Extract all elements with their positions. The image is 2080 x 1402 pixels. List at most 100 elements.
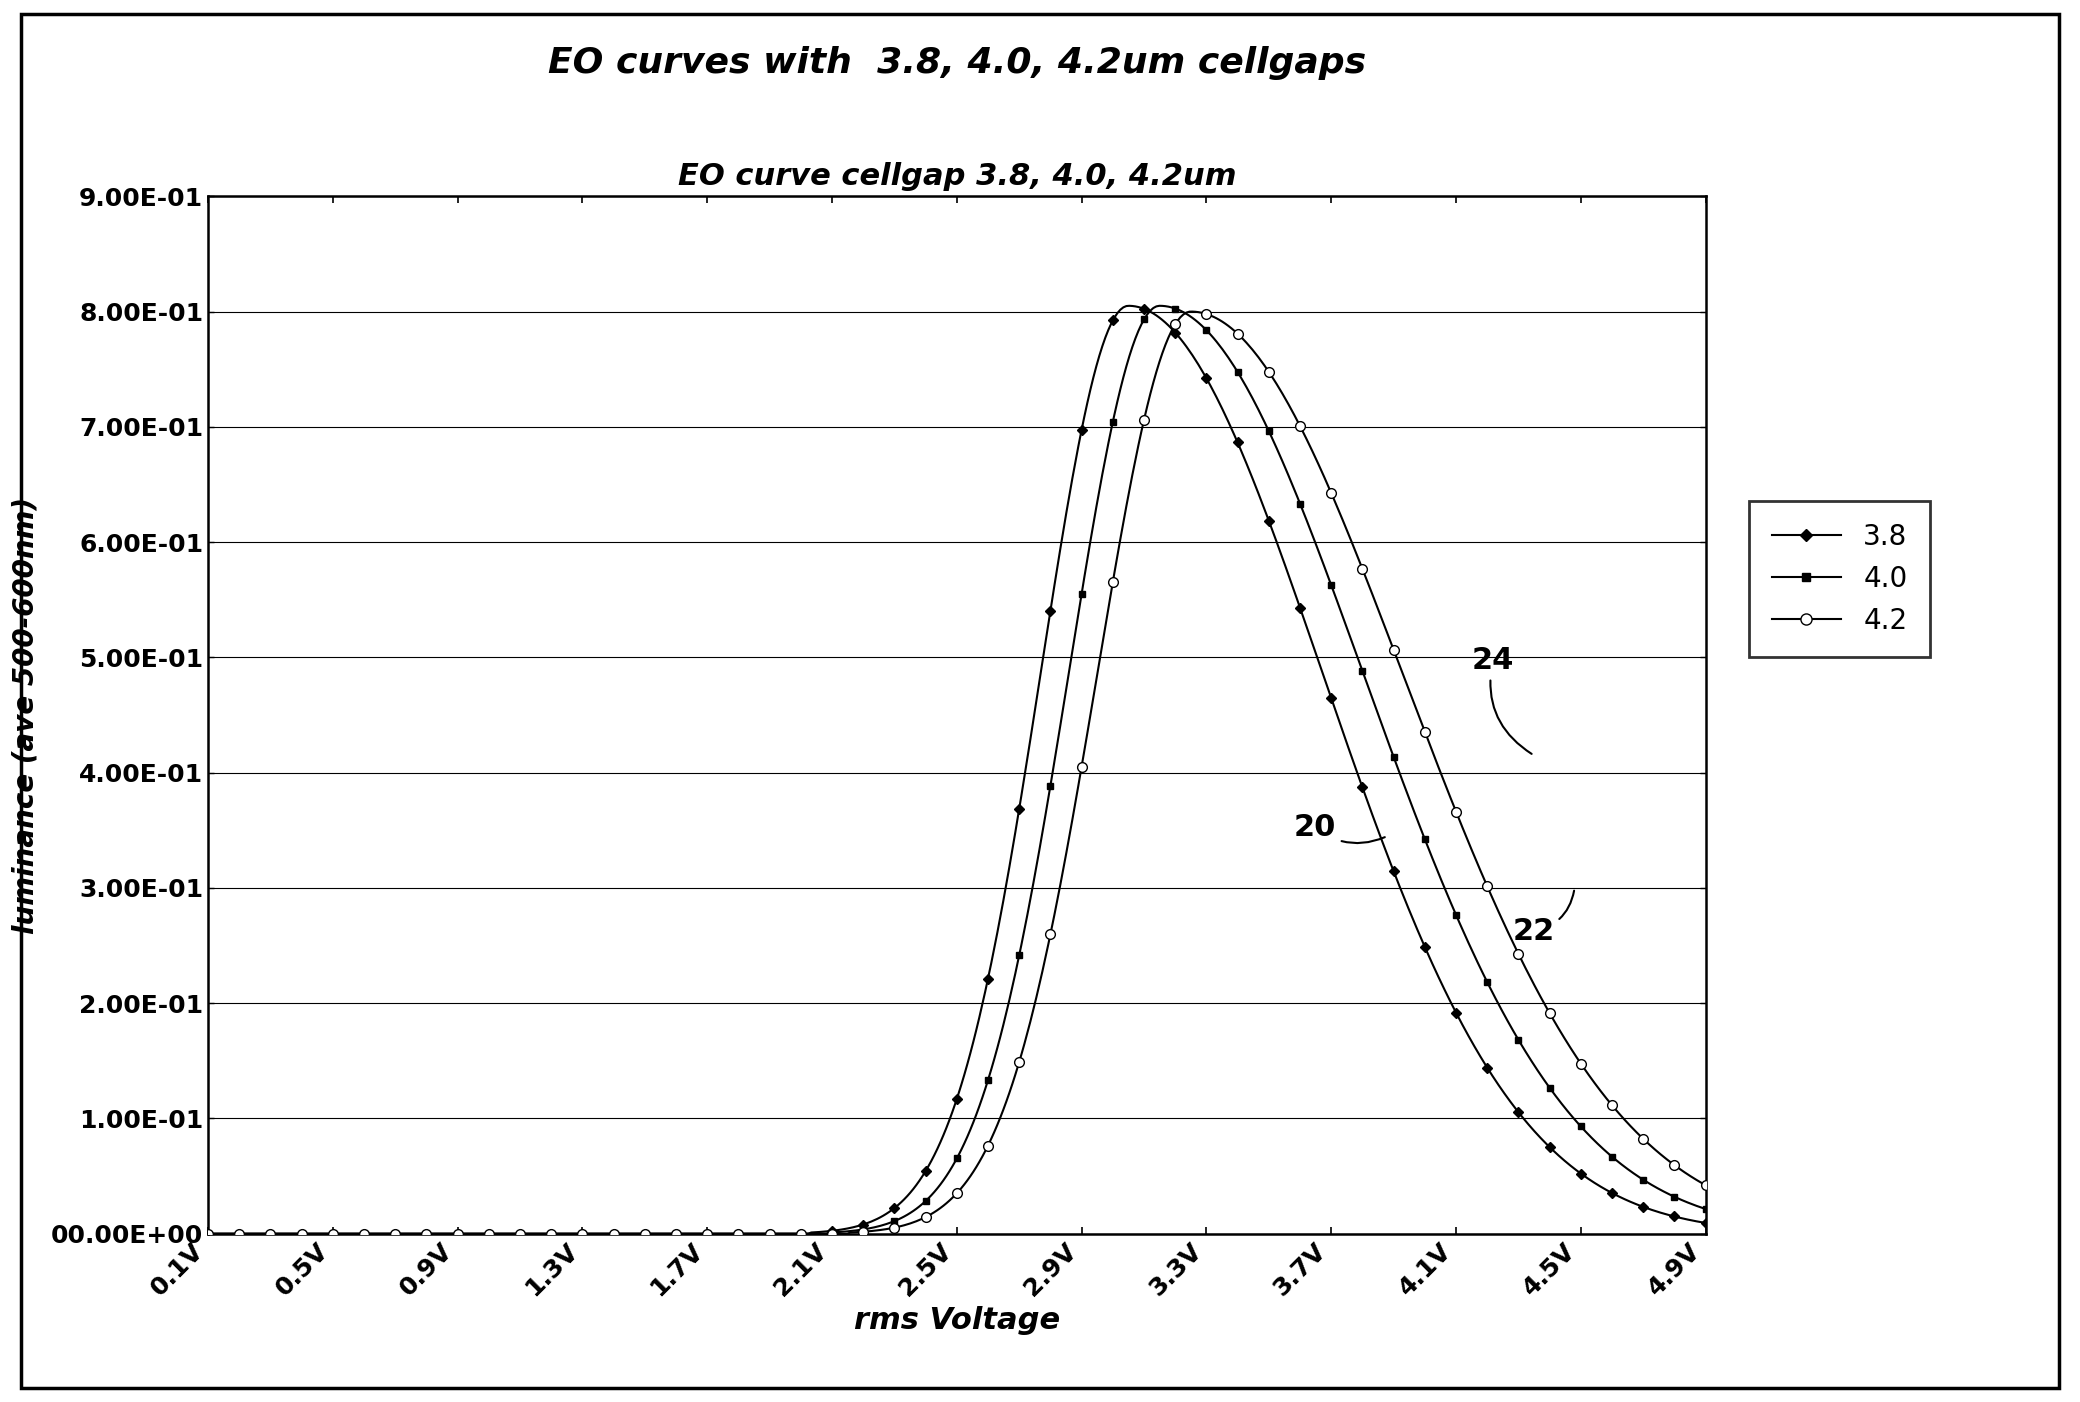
Text: EO curves with  3.8, 4.0, 4.2um cellgaps: EO curves with 3.8, 4.0, 4.2um cellgaps bbox=[547, 46, 1367, 80]
3.8 bbox=[851, 1216, 876, 1232]
4.0 bbox=[1069, 586, 1094, 603]
4.2 bbox=[196, 1225, 220, 1242]
4.0 bbox=[788, 1225, 813, 1242]
4.0 bbox=[1537, 1080, 1562, 1096]
4.0 bbox=[1319, 576, 1344, 593]
3.8 bbox=[1256, 512, 1281, 529]
3.8 bbox=[352, 1225, 376, 1242]
4.2 bbox=[1038, 925, 1063, 942]
4.0 bbox=[1600, 1148, 1624, 1165]
3.8 bbox=[1600, 1185, 1624, 1202]
3.8 bbox=[944, 1091, 969, 1108]
4.2 bbox=[601, 1225, 626, 1242]
4.0 bbox=[1038, 777, 1063, 794]
3.8 bbox=[1288, 599, 1312, 615]
3.8 bbox=[726, 1225, 751, 1242]
3.8 bbox=[601, 1225, 626, 1242]
3.8 bbox=[664, 1225, 688, 1242]
4.2 bbox=[757, 1225, 782, 1242]
3.8 bbox=[1444, 1004, 1468, 1021]
4.0 bbox=[1225, 363, 1250, 380]
4.2 bbox=[1568, 1056, 1593, 1073]
3.8 bbox=[1537, 1138, 1562, 1155]
4.2 bbox=[227, 1225, 252, 1242]
3.8 bbox=[539, 1225, 564, 1242]
4.2 bbox=[258, 1225, 283, 1242]
4.2 bbox=[1069, 758, 1094, 775]
3.8 bbox=[476, 1225, 501, 1242]
4.2 bbox=[1412, 723, 1437, 740]
4.2 bbox=[1381, 641, 1406, 658]
3.8 bbox=[1007, 801, 1032, 817]
4.2 bbox=[726, 1225, 751, 1242]
4.0 bbox=[1132, 311, 1156, 328]
4.0 bbox=[664, 1225, 688, 1242]
4.0 bbox=[1381, 749, 1406, 765]
4.2 bbox=[1100, 573, 1125, 590]
4.2 bbox=[1444, 803, 1468, 820]
Legend: 3.8, 4.0, 4.2: 3.8, 4.0, 4.2 bbox=[1749, 501, 1930, 658]
4.0 bbox=[601, 1225, 626, 1242]
4.2 bbox=[695, 1225, 720, 1242]
Title: EO curve cellgap 3.8, 4.0, 4.2um: EO curve cellgap 3.8, 4.0, 4.2um bbox=[678, 163, 1236, 191]
4.2 bbox=[1537, 1005, 1562, 1022]
3.8 bbox=[1381, 862, 1406, 879]
4.0 bbox=[476, 1225, 501, 1242]
4.0 bbox=[944, 1150, 969, 1166]
4.0 bbox=[570, 1225, 595, 1242]
X-axis label: rms Voltage: rms Voltage bbox=[853, 1307, 1061, 1335]
4.2 bbox=[414, 1225, 439, 1242]
4.2 bbox=[445, 1225, 470, 1242]
3.8 bbox=[1038, 603, 1063, 620]
4.2 bbox=[570, 1225, 595, 1242]
Line: 3.8: 3.8 bbox=[204, 306, 1710, 1237]
Line: 4.2: 4.2 bbox=[204, 310, 1710, 1238]
3.8 bbox=[196, 1225, 220, 1242]
4.2 bbox=[1007, 1053, 1032, 1070]
3.8 bbox=[258, 1225, 283, 1242]
Y-axis label: luminance (ave 500-600nm): luminance (ave 500-600nm) bbox=[12, 496, 40, 934]
4.0 bbox=[632, 1225, 657, 1242]
4.2 bbox=[320, 1225, 345, 1242]
4.0 bbox=[1662, 1189, 1687, 1206]
4.0 bbox=[1444, 907, 1468, 924]
3.8 bbox=[1568, 1165, 1593, 1182]
4.2 bbox=[944, 1185, 969, 1202]
4.2 bbox=[383, 1225, 408, 1242]
4.2 bbox=[1194, 306, 1219, 322]
4.0 bbox=[445, 1225, 470, 1242]
4.2 bbox=[1475, 878, 1500, 894]
4.0 bbox=[695, 1225, 720, 1242]
4.2 bbox=[632, 1225, 657, 1242]
4.0 bbox=[1506, 1032, 1531, 1049]
4.0 bbox=[757, 1225, 782, 1242]
4.0 bbox=[1100, 414, 1125, 430]
3.8 bbox=[445, 1225, 470, 1242]
3.8 bbox=[227, 1225, 252, 1242]
Text: 20: 20 bbox=[1294, 813, 1385, 843]
4.0 bbox=[820, 1224, 844, 1241]
4.0 bbox=[1288, 495, 1312, 512]
4.2 bbox=[1132, 412, 1156, 429]
3.8 bbox=[913, 1162, 938, 1179]
4.2 bbox=[1350, 561, 1375, 578]
3.8 bbox=[320, 1225, 345, 1242]
4.2 bbox=[851, 1224, 876, 1241]
4.2 bbox=[1225, 325, 1250, 342]
3.8 bbox=[1194, 370, 1219, 387]
3.8 bbox=[1631, 1199, 1656, 1216]
4.0 bbox=[882, 1213, 907, 1230]
4.2 bbox=[539, 1225, 564, 1242]
4.0 bbox=[414, 1225, 439, 1242]
3.8 bbox=[1506, 1103, 1531, 1120]
4.2 bbox=[820, 1225, 844, 1242]
3.8 bbox=[1069, 422, 1094, 439]
4.2 bbox=[882, 1220, 907, 1237]
4.2 bbox=[1506, 945, 1531, 962]
Text: 24: 24 bbox=[1473, 646, 1531, 754]
4.0 bbox=[289, 1225, 314, 1242]
4.0 bbox=[196, 1225, 220, 1242]
3.8 bbox=[1693, 1214, 1718, 1231]
3.8 bbox=[632, 1225, 657, 1242]
3.8 bbox=[1662, 1209, 1687, 1225]
